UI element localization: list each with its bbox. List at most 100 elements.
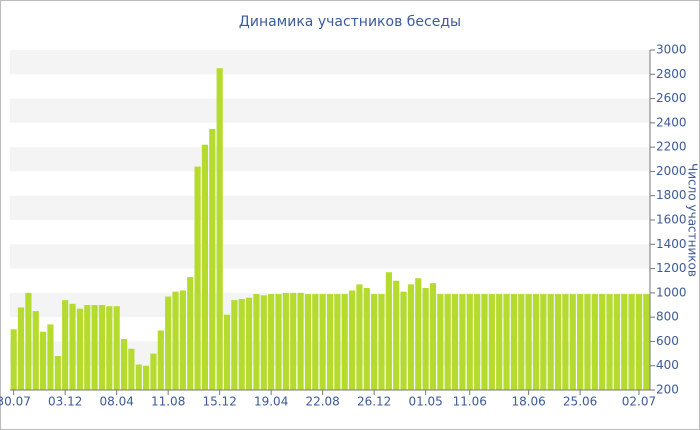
bar — [554, 294, 562, 390]
bar — [569, 294, 576, 390]
bar — [481, 294, 488, 390]
bar — [326, 294, 334, 390]
x-tick-label: 19.04 — [254, 395, 288, 409]
bar — [201, 144, 209, 390]
y-tick-label: 1200 — [656, 261, 687, 275]
y-tick-label: 1400 — [656, 237, 687, 251]
bar — [84, 305, 91, 390]
bar — [562, 294, 569, 390]
bar — [385, 272, 392, 390]
x-tick-label: 08.04 — [99, 395, 133, 409]
bar — [245, 297, 253, 390]
bar — [128, 348, 135, 390]
bar — [488, 294, 495, 390]
bar — [231, 300, 238, 390]
bar — [591, 294, 598, 390]
bar — [540, 294, 547, 390]
bar — [628, 294, 635, 390]
y-axis-label: Число участников — [686, 163, 700, 277]
bar — [17, 307, 25, 390]
bar — [157, 330, 164, 390]
bar — [503, 294, 510, 390]
bar — [429, 283, 437, 390]
bar — [510, 294, 517, 390]
x-tick-label: 30.07 — [0, 395, 31, 409]
bar — [643, 294, 650, 390]
bar — [282, 292, 289, 390]
bar — [47, 324, 54, 390]
bar — [120, 339, 128, 390]
bar — [613, 294, 620, 390]
bar — [341, 294, 348, 390]
bar — [518, 294, 525, 390]
x-tick-label: 18.06 — [511, 395, 545, 409]
bar — [10, 329, 17, 390]
bar — [54, 356, 61, 390]
bar — [194, 166, 201, 390]
y-tick-label: 2000 — [656, 164, 687, 178]
bar — [474, 294, 481, 390]
bar — [407, 284, 415, 390]
bar — [393, 280, 400, 390]
bar — [25, 292, 32, 390]
bar — [135, 364, 142, 390]
y-tick-label: 200 — [656, 383, 679, 397]
bar — [451, 294, 459, 390]
bar — [62, 300, 69, 390]
bar — [378, 294, 385, 390]
bar — [584, 294, 591, 390]
bar — [415, 278, 422, 390]
bar — [260, 295, 267, 390]
bar — [400, 291, 407, 390]
bar — [216, 68, 223, 390]
bar — [268, 294, 275, 390]
bar — [606, 294, 613, 390]
y-tick-label: 600 — [656, 334, 679, 348]
x-tick-label: 02.07 — [622, 395, 656, 409]
bar — [348, 290, 356, 390]
grid-band — [10, 98, 650, 123]
chart-title: Динамика участников беседы — [239, 14, 461, 30]
bar — [172, 291, 179, 390]
x-tick-label: 11.08 — [151, 395, 185, 409]
bar — [275, 294, 282, 390]
bar — [150, 353, 157, 390]
x-tick-label: 26.12 — [357, 395, 391, 409]
bar — [525, 294, 532, 390]
bar — [496, 294, 503, 390]
bar — [466, 294, 473, 390]
y-tick-label: 2800 — [656, 67, 687, 81]
bar — [334, 294, 341, 390]
grid-band — [10, 50, 650, 75]
grid-band — [10, 195, 650, 220]
bar — [253, 294, 260, 390]
bar — [290, 292, 297, 390]
y-tick-label: 1800 — [656, 188, 687, 202]
bar — [444, 294, 451, 390]
y-tick-label: 2400 — [656, 115, 687, 129]
bar — [319, 294, 326, 390]
bar — [209, 128, 216, 390]
y-tick-label: 1000 — [656, 285, 687, 299]
bar — [547, 294, 554, 390]
y-tick-label: 800 — [656, 310, 679, 324]
bar — [577, 294, 584, 390]
bar — [76, 308, 83, 390]
bar — [106, 306, 113, 390]
y-tick-label: 2200 — [656, 140, 687, 154]
bar — [635, 294, 643, 390]
bar — [437, 294, 444, 390]
y-tick-label: 400 — [656, 358, 679, 372]
grid-band — [10, 147, 650, 172]
bar — [422, 288, 429, 390]
x-tick-label: 03.12 — [48, 395, 82, 409]
bar — [238, 298, 245, 390]
bar — [312, 294, 319, 390]
x-tick-label: 22.08 — [305, 395, 339, 409]
x-tick-label: 25.06 — [563, 395, 597, 409]
bar — [459, 294, 466, 390]
bar — [356, 284, 363, 390]
bar — [91, 305, 98, 390]
bar — [98, 305, 106, 390]
